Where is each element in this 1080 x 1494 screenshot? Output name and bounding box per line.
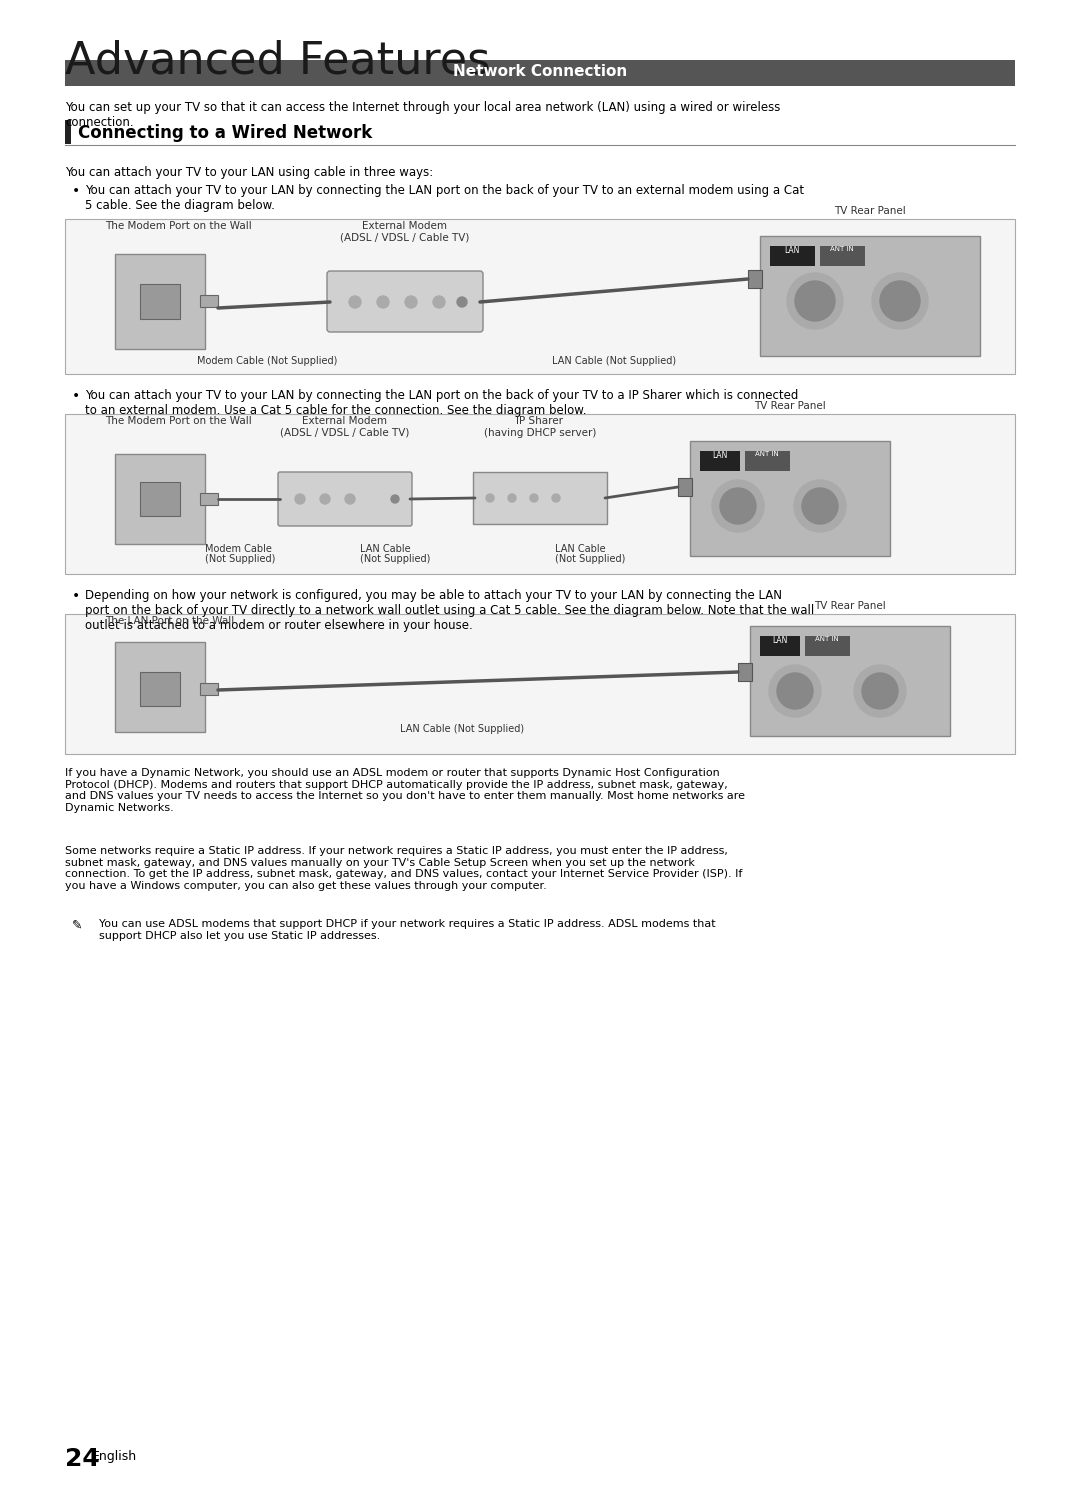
Text: ANT IN: ANT IN [755,451,779,457]
Text: The Modem Port on the Wall: The Modem Port on the Wall [105,221,252,232]
Text: You can use ADSL modems that support DHCP if your network requires a Static IP a: You can use ADSL modems that support DHC… [85,919,716,941]
FancyBboxPatch shape [738,663,752,681]
FancyBboxPatch shape [278,472,411,526]
FancyBboxPatch shape [820,247,865,266]
FancyBboxPatch shape [140,483,180,515]
Circle shape [295,495,305,503]
FancyBboxPatch shape [140,672,180,707]
FancyBboxPatch shape [114,454,205,544]
Text: (Not Supplied): (Not Supplied) [360,554,430,565]
Text: ANT IN: ANT IN [831,247,854,252]
Text: Modem Cable (Not Supplied): Modem Cable (Not Supplied) [197,356,337,366]
FancyBboxPatch shape [760,636,800,656]
Text: TV Rear Panel: TV Rear Panel [814,601,886,611]
Text: The LAN Port on the Wall: The LAN Port on the Wall [105,616,234,626]
Circle shape [377,296,389,308]
Text: TV Rear Panel: TV Rear Panel [834,206,906,217]
Circle shape [794,480,846,532]
FancyBboxPatch shape [745,451,789,471]
FancyBboxPatch shape [690,441,890,556]
Text: Depending on how your network is configured, you may be able to attach your TV t: Depending on how your network is configu… [85,589,814,632]
Circle shape [391,495,399,503]
Circle shape [349,296,361,308]
Circle shape [862,672,897,710]
Text: LAN Cable (Not Supplied): LAN Cable (Not Supplied) [552,356,676,366]
Text: You can attach your TV to your LAN by connecting the LAN port on the back of you: You can attach your TV to your LAN by co… [85,388,798,417]
Circle shape [777,672,813,710]
Text: (Not Supplied): (Not Supplied) [555,554,625,565]
Circle shape [795,281,835,321]
Circle shape [769,665,821,717]
FancyBboxPatch shape [114,254,205,350]
Circle shape [712,480,764,532]
FancyBboxPatch shape [805,636,850,656]
Circle shape [872,273,928,329]
FancyBboxPatch shape [760,236,980,356]
Circle shape [802,489,838,524]
Text: ✎: ✎ [72,919,82,932]
Circle shape [433,296,445,308]
Text: LAN Cable: LAN Cable [360,544,410,554]
Text: LAN: LAN [713,451,728,460]
Text: •: • [72,184,80,199]
Text: TV Rear Panel: TV Rear Panel [754,400,826,411]
FancyBboxPatch shape [200,493,218,505]
Text: (Not Supplied): (Not Supplied) [205,554,275,565]
FancyBboxPatch shape [65,220,1015,374]
Circle shape [457,297,467,306]
FancyBboxPatch shape [65,60,1015,87]
Text: Advanced Features: Advanced Features [65,39,490,82]
Text: LAN Cable: LAN Cable [555,544,606,554]
Circle shape [880,281,920,321]
Circle shape [720,489,756,524]
Text: English: English [92,1451,137,1463]
FancyBboxPatch shape [748,270,762,288]
FancyBboxPatch shape [770,247,815,266]
Text: The Modem Port on the Wall: The Modem Port on the Wall [105,415,252,426]
Text: LAN Cable (Not Supplied): LAN Cable (Not Supplied) [400,725,524,734]
Text: You can attach your TV to your LAN using cable in three ways:: You can attach your TV to your LAN using… [65,166,433,179]
Text: Connecting to a Wired Network: Connecting to a Wired Network [78,124,373,142]
Text: You can set up your TV so that it can access the Internet through your local are: You can set up your TV so that it can ac… [65,102,781,128]
Text: 24: 24 [65,1448,99,1472]
Text: •: • [72,388,80,403]
Circle shape [508,495,516,502]
Circle shape [787,273,843,329]
Text: If you have a Dynamic Network, you should use an ADSL modem or router that suppo: If you have a Dynamic Network, you shoul… [65,768,745,813]
FancyBboxPatch shape [65,414,1015,574]
Text: •: • [72,589,80,604]
FancyBboxPatch shape [700,451,740,471]
Text: External Modem
(ADSL / VDSL / Cable TV): External Modem (ADSL / VDSL / Cable TV) [340,221,470,242]
Text: Modem Cable: Modem Cable [205,544,272,554]
FancyBboxPatch shape [114,642,205,732]
Text: Network Connection: Network Connection [453,64,627,79]
Text: IP Sharer
(having DHCP server): IP Sharer (having DHCP server) [484,415,596,438]
Text: LAN: LAN [784,247,799,255]
Circle shape [854,665,906,717]
FancyBboxPatch shape [678,478,692,496]
Text: External Modem
(ADSL / VDSL / Cable TV): External Modem (ADSL / VDSL / Cable TV) [281,415,409,438]
FancyBboxPatch shape [65,120,71,143]
FancyBboxPatch shape [200,683,218,695]
FancyBboxPatch shape [140,284,180,320]
Text: ANT IN: ANT IN [815,636,839,642]
Circle shape [405,296,417,308]
FancyBboxPatch shape [750,626,950,737]
FancyBboxPatch shape [200,294,218,306]
Text: Some networks require a Static IP address. If your network requires a Static IP : Some networks require a Static IP addres… [65,846,742,890]
FancyBboxPatch shape [473,472,607,524]
Text: LAN: LAN [772,636,787,645]
Text: You can attach your TV to your LAN by connecting the LAN port on the back of you: You can attach your TV to your LAN by co… [85,184,805,212]
Circle shape [320,495,330,503]
FancyBboxPatch shape [327,270,483,332]
Circle shape [552,495,561,502]
Circle shape [486,495,494,502]
Circle shape [530,495,538,502]
FancyBboxPatch shape [65,614,1015,754]
Circle shape [345,495,355,503]
